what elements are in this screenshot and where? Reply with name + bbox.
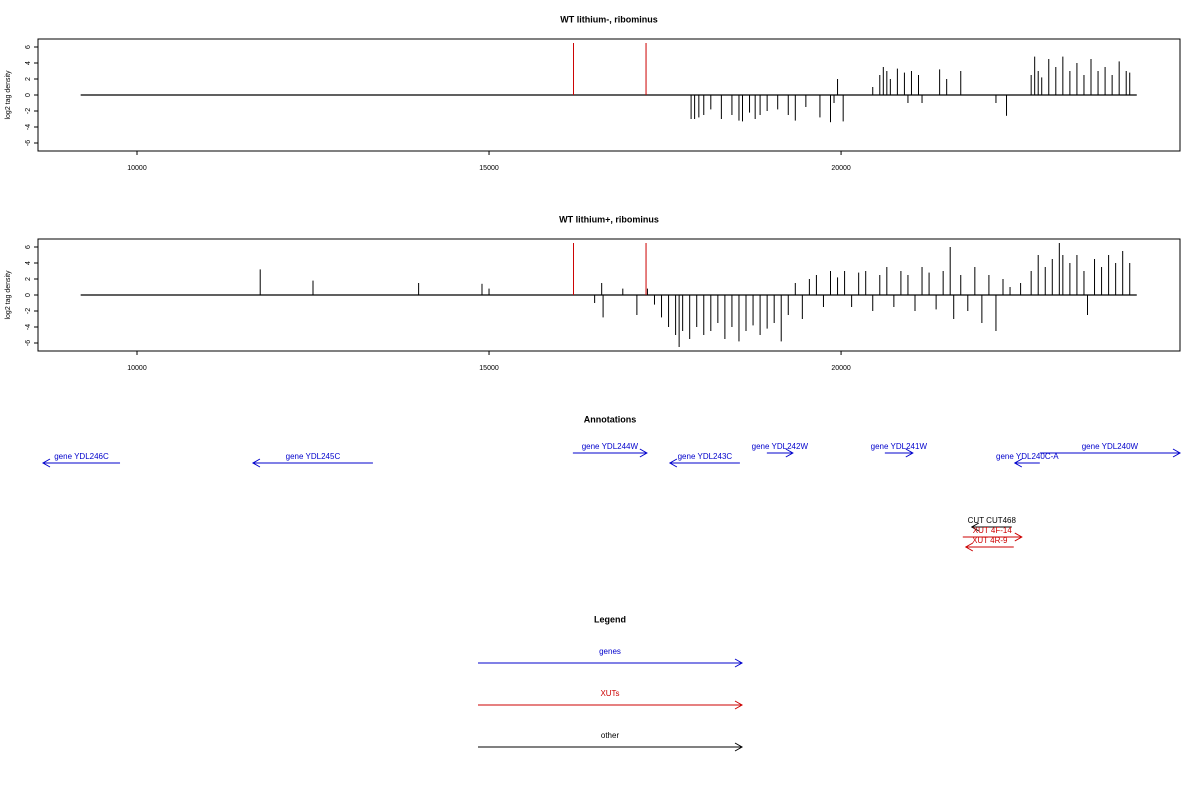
y-tick-label: -2 [25, 108, 32, 114]
feature-label: gene YDL245C [286, 452, 341, 461]
x-tick-label: 15000 [479, 165, 499, 172]
chart-title: WT lithium+, ribominus [559, 214, 659, 224]
feature-label: gene YDL246C [54, 452, 109, 461]
feature-label: gene YDL241W [871, 442, 928, 451]
legend-label: other [601, 731, 620, 740]
feature-arrow-head [785, 448, 794, 458]
legend-arrow-head [734, 700, 744, 710]
x-tick-label: 15000 [479, 365, 499, 372]
feature-arrow-head [41, 458, 51, 468]
y-tick-label: -6 [25, 140, 32, 146]
feature-label: gene YDL242W [752, 442, 809, 451]
y-axis-label: log2 tag density [5, 270, 12, 320]
feature-arrow-head [668, 458, 678, 468]
chart-title: WT lithium-, ribominus [560, 14, 658, 24]
x-tick-label: 10000 [127, 165, 147, 172]
y-tick-label: 0 [25, 93, 32, 97]
y-tick-label: -4 [25, 324, 32, 330]
y-axis-label: log2 tag density [5, 70, 12, 120]
legend-label: XUTs [600, 689, 619, 698]
feature-arrow-head [1172, 448, 1182, 458]
y-tick-label: -4 [25, 124, 32, 130]
feature-label: gene YDL243C [678, 452, 733, 461]
legend-title: Legend [594, 614, 626, 624]
y-tick-label: -2 [25, 308, 32, 314]
legend-label: genes [599, 647, 621, 656]
feature-label: CUT CUT468 [968, 516, 1017, 525]
y-tick-label: 4 [25, 261, 32, 265]
feature-arrow-head [905, 448, 914, 458]
legend-arrow-head [734, 658, 744, 668]
feature-arrow-head [970, 522, 980, 532]
feature-arrow-head [639, 448, 648, 458]
feature-label: gene YDL240C-A [996, 452, 1059, 461]
feature-arrow-head [251, 458, 261, 468]
feature-label: gene YDL244W [582, 442, 639, 451]
feature-arrow-head [1013, 458, 1023, 468]
y-tick-label: -6 [25, 340, 32, 346]
x-tick-label: 10000 [127, 365, 147, 372]
y-tick-label: 6 [25, 245, 32, 249]
feature-arrow-head [1014, 532, 1023, 542]
feature-label: XUT 4R-9 [972, 536, 1008, 545]
y-tick-label: 2 [25, 277, 32, 281]
annotations-title: Annotations [584, 414, 637, 424]
y-tick-label: 6 [25, 45, 32, 49]
feature-arrow-head [964, 542, 974, 552]
feature-label: XUT 4F-14 [973, 526, 1013, 535]
y-tick-label: 2 [25, 77, 32, 81]
feature-label: gene YDL240W [1082, 442, 1139, 451]
x-tick-label: 20000 [831, 365, 851, 372]
legend-arrow-head [734, 742, 744, 752]
y-tick-label: 4 [25, 61, 32, 65]
x-tick-label: 20000 [831, 165, 851, 172]
y-tick-label: 0 [25, 293, 32, 297]
